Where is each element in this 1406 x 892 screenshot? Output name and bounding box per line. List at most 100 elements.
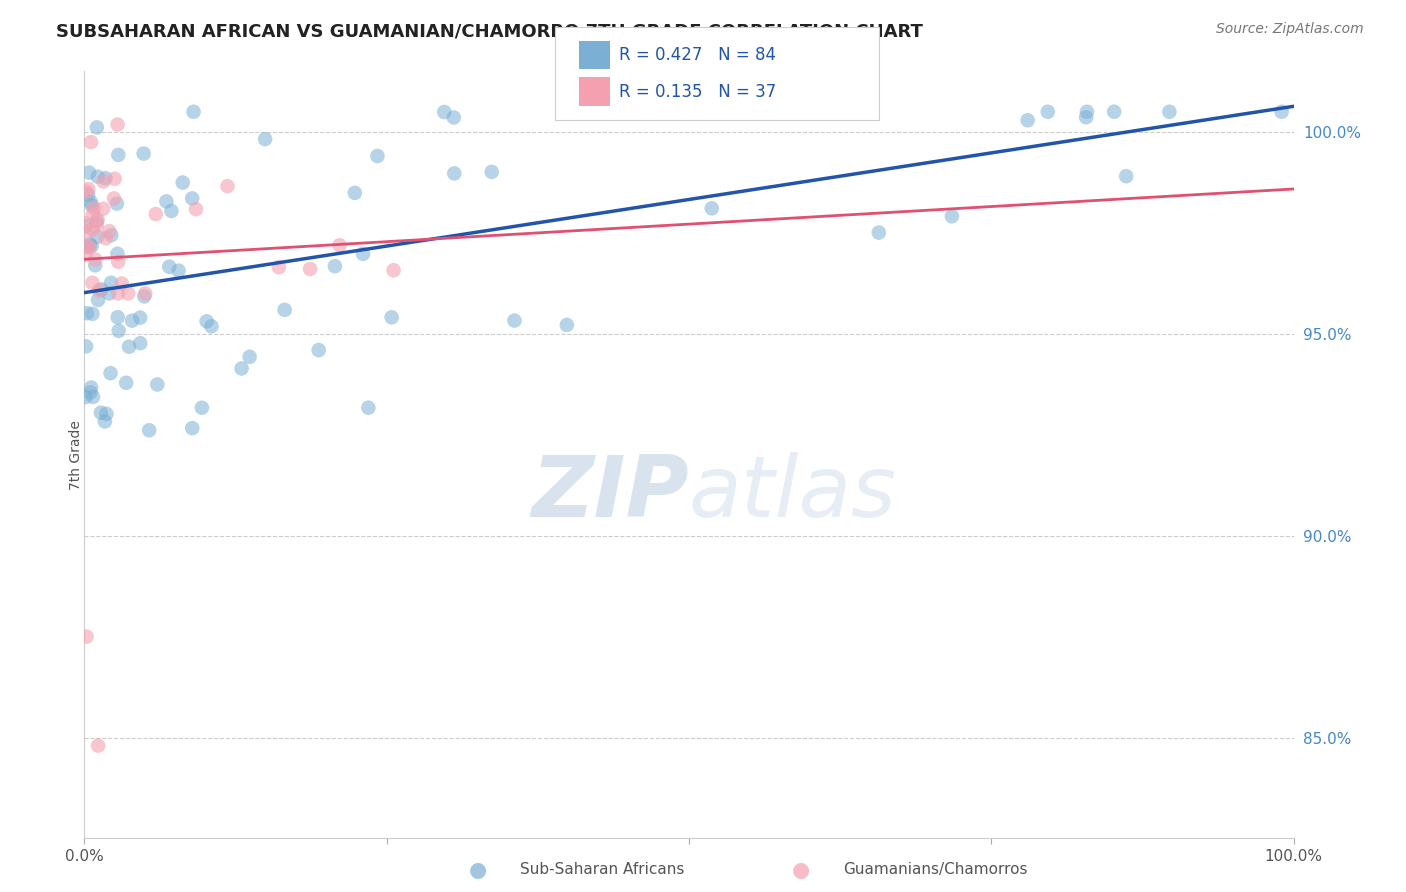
Point: [323, 259, 346, 273]
Point: [80, 239, 103, 253]
Point: [352, 247, 374, 261]
Point: [118, 340, 141, 354]
Point: [77, 239, 100, 253]
Point: [129, 310, 152, 325]
Point: [239, 350, 262, 364]
Point: [98, 286, 121, 301]
Point: [77, 240, 100, 254]
Point: [160, 203, 183, 218]
Point: [1036, 104, 1059, 119]
Text: atlas: atlas: [689, 451, 897, 535]
Point: [443, 111, 465, 125]
Point: [80, 380, 103, 394]
Text: Sub-Saharan Africans: Sub-Saharan Africans: [520, 863, 685, 877]
Point: [94, 171, 117, 186]
Point: [868, 226, 890, 240]
Point: [107, 247, 129, 261]
Point: [700, 202, 723, 216]
Point: [105, 196, 128, 211]
Point: [79, 385, 101, 400]
Point: [1271, 104, 1294, 119]
Text: R = 0.427   N = 84: R = 0.427 N = 84: [619, 46, 776, 64]
Point: [77, 187, 100, 202]
Point: [157, 260, 180, 274]
Point: [217, 179, 239, 194]
Point: [76, 239, 98, 253]
Point: [86, 120, 108, 135]
Point: [86, 214, 108, 228]
Point: [111, 277, 134, 291]
Point: [181, 421, 204, 435]
Point: [267, 260, 290, 275]
Point: [75, 225, 97, 239]
Point: [100, 366, 122, 380]
Point: [167, 263, 190, 277]
Point: [146, 377, 169, 392]
Point: [77, 165, 100, 179]
Point: [941, 209, 963, 223]
Point: [90, 406, 112, 420]
Point: [82, 223, 104, 237]
Point: [80, 198, 103, 212]
Point: [675, 104, 697, 119]
Point: [100, 228, 122, 243]
Point: [273, 302, 295, 317]
Point: [134, 289, 156, 303]
Point: [86, 212, 108, 227]
Point: [96, 407, 118, 421]
Point: [82, 307, 104, 321]
Point: [1115, 169, 1137, 184]
Point: [86, 169, 108, 184]
Point: [308, 343, 330, 357]
Point: [299, 261, 322, 276]
Point: [76, 306, 98, 320]
Point: [1159, 104, 1181, 119]
Point: [195, 314, 218, 328]
Point: [80, 135, 103, 149]
Point: [366, 149, 388, 163]
Text: R = 0.135   N = 37: R = 0.135 N = 37: [619, 83, 776, 101]
Point: [98, 224, 121, 238]
Text: Guamanians/Chamorros: Guamanians/Chamorros: [844, 863, 1028, 877]
Text: ●: ●: [470, 860, 486, 880]
Point: [94, 414, 117, 428]
Point: [87, 284, 110, 298]
Point: [75, 216, 97, 230]
Point: [86, 229, 108, 244]
Point: [200, 319, 222, 334]
Point: [76, 630, 98, 644]
Point: [134, 286, 156, 301]
Point: [107, 286, 129, 301]
Point: [107, 254, 129, 268]
Point: [433, 105, 456, 120]
Point: [1017, 113, 1039, 128]
Point: [132, 146, 155, 161]
Point: [77, 182, 100, 196]
Point: [145, 207, 167, 221]
Point: [84, 252, 107, 267]
Point: [94, 231, 117, 245]
Point: [107, 118, 129, 132]
Point: [254, 132, 277, 146]
Point: [87, 293, 110, 307]
Point: [93, 174, 115, 188]
Point: [1076, 104, 1098, 119]
Point: [90, 282, 112, 296]
Point: [75, 390, 97, 404]
Point: [115, 376, 138, 390]
Point: [82, 390, 104, 404]
Point: [87, 739, 110, 753]
Point: [107, 148, 129, 162]
Text: Source: ZipAtlas.com: Source: ZipAtlas.com: [1216, 22, 1364, 37]
Point: [1074, 110, 1097, 124]
Point: [155, 194, 177, 209]
Point: [75, 248, 97, 262]
Point: [83, 201, 105, 215]
Point: [183, 104, 205, 119]
Y-axis label: 7th Grade: 7th Grade: [69, 420, 83, 490]
Point: [75, 185, 97, 199]
Point: [343, 186, 366, 200]
Point: [107, 310, 129, 325]
Point: [172, 176, 194, 190]
Point: [138, 423, 160, 437]
